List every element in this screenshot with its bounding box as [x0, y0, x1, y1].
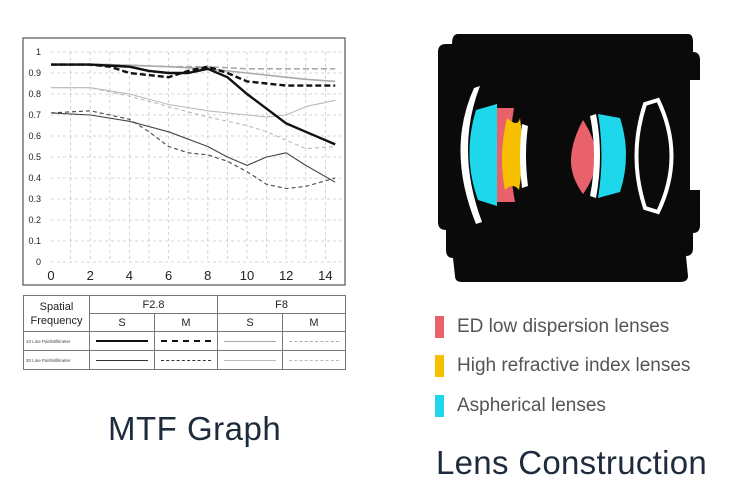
sample-f28-10-m: [153, 331, 219, 351]
legend-ed-lenses: ED low dispersion lenses: [435, 316, 669, 338]
legend-aspherical-lenses: Aspherical lenses: [435, 395, 606, 417]
hri-label: High refractive index lenses: [457, 355, 691, 376]
x-tick-label: 10: [240, 268, 254, 283]
front-lens-element: [460, 86, 482, 224]
x-tick-label: 2: [87, 268, 94, 283]
chart-grid: [51, 51, 345, 263]
aspherical-lens-2: [598, 114, 626, 198]
asph-label: Aspherical lenses: [457, 395, 606, 416]
x-tick-label: 0: [47, 268, 54, 283]
f28-m-header: M: [153, 313, 219, 332]
lens-barrel: [438, 34, 700, 282]
chart-series: [50, 63, 336, 190]
rear-lens-spacer: [590, 114, 600, 198]
aspherical-lens-1: [469, 104, 497, 206]
sample-f28-30-s: [89, 350, 155, 370]
f8-s-header: S: [217, 313, 284, 332]
mtf-legend-table: Spatial Frequency F2.8 F8 S M S M 10 Lin…: [23, 295, 347, 370]
y-tick-label: 0.1: [28, 236, 41, 246]
x-tick-label: 14: [318, 268, 332, 283]
spatial-frequency-header: Spatial Frequency: [23, 295, 90, 332]
aperture-f28-header: F2.8: [88, 295, 219, 314]
mtf-line-F8-30lp-m: [51, 87, 336, 150]
sample-f8-10-s: [217, 331, 284, 351]
frequency-label: Frequency: [30, 314, 83, 327]
lens-construction-diagram: [438, 34, 700, 282]
sample-f8-30-m: [282, 350, 347, 370]
sample-f8-10-m: [282, 331, 347, 351]
mtf-line-F28-10lp-m: [51, 63, 336, 87]
y-tick-label: 0.5: [28, 152, 41, 162]
ed-swatch: [435, 316, 444, 338]
thin-lens-element: [520, 124, 528, 188]
y-tick-label: 0.4: [28, 173, 41, 183]
f8-m-header: M: [282, 313, 347, 332]
y-tick-label: 1: [36, 47, 41, 57]
rear-lens-element: [634, 97, 674, 215]
hri-swatch: [435, 355, 444, 377]
y-tick-label: 0.8: [28, 89, 41, 99]
aperture-f8-header: F8: [217, 295, 347, 314]
legend-high-refractive-lenses: High refractive index lenses: [435, 355, 690, 377]
mtf-line-F8-30lp-s: [51, 87, 336, 118]
x-tick-label: 8: [204, 268, 211, 283]
f28-s-header: S: [89, 313, 155, 332]
asph-swatch: [435, 395, 444, 417]
row-30lp-label: 30 Line Pair/Millimeter: [23, 350, 90, 370]
mtf-line-F28-30lp-m: [50, 110, 336, 190]
y-tick-label: 0: [36, 257, 41, 267]
chart-ticks: 00.10.20.30.40.50.60.70.80.910 2 4 6 8 10 12 14: [28, 47, 332, 283]
ed-lens-2: [570, 120, 596, 194]
chart-frame: [22, 37, 346, 286]
sample-f8-30-s: [217, 350, 284, 370]
x-tick-label: 6: [165, 268, 172, 283]
row-10lp-label: 10 Line Pair/Millimeter: [23, 331, 90, 351]
mtf-graph-title: MTF Graph: [108, 410, 282, 447]
y-tick-label: 0.9: [28, 68, 41, 78]
y-tick-label: 0.7: [28, 110, 41, 120]
y-tick-label: 0.6: [28, 131, 41, 141]
sample-f28-10-s: [89, 331, 155, 351]
high-refractive-lens: [501, 118, 523, 190]
lens-construction-title: Lens Construction: [436, 444, 708, 481]
ed-label: ED low dispersion lenses: [457, 316, 670, 337]
mtf-line-F8-10lp-m: [51, 63, 336, 70]
x-tick-label: 12: [279, 268, 293, 283]
spatial-label: Spatial: [39, 300, 74, 313]
sample-f28-30-m: [153, 350, 219, 370]
x-tick-label: 4: [126, 268, 133, 283]
y-tick-label: 0.2: [28, 215, 41, 225]
mtf-line-F28-30lp-s: [50, 112, 336, 183]
mtf-line-F28-10lp-s: [51, 63, 336, 146]
y-tick-label: 0.3: [28, 194, 41, 204]
